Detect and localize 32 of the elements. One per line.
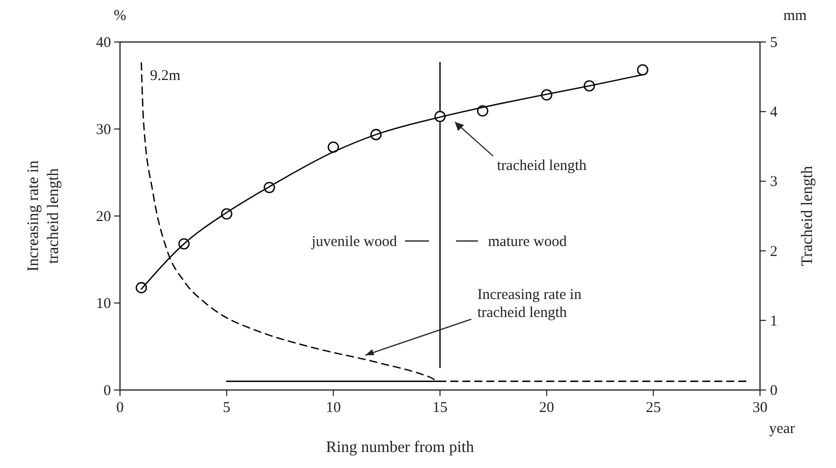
annotation: tracheid length [497,158,588,174]
y-axis-title: Increasing rate in tracheid length [25,160,62,272]
line-series [140,62,748,382]
y2-tick-label: 2 [770,244,778,260]
y-tick-label: 30 [96,122,111,138]
y-tick-label: 40 [96,35,111,51]
x-axis-title: Ring number from pith [326,439,474,456]
text: year [769,421,795,437]
x-tick-label: 30 [752,400,768,416]
annotation: juvenile wood [310,234,398,250]
y2-tick-label: 1 [770,313,778,330]
point [637,64,648,76]
text: % [114,8,126,24]
y2-tick-label: 0 [770,383,778,399]
x-tick-label: 15 [432,400,448,416]
text: mm [783,8,807,24]
annotation: Increasing rate in tracheid length [477,287,582,322]
y2-tick-label: 3 [770,174,778,190]
x-tick-label: 10 [326,400,341,416]
y-tick-label: 10 [96,296,111,312]
y2-tick-label: 5 [770,35,778,51]
y2-tick-label: 4 [770,104,778,121]
x-tick-label: 5 [222,400,230,416]
x-tick-label: 25 [646,400,661,416]
y-tick-label: 0 [104,383,111,399]
annotation: mature wood [488,234,568,250]
y-tick-label: 20 [96,209,111,225]
x-tick-label: 0 [116,400,124,416]
annotation: 9.2m [150,68,181,84]
y2-axis-title: Tracheid length [799,166,816,266]
x-tick-label: 20 [539,400,554,416]
point [328,141,339,153]
